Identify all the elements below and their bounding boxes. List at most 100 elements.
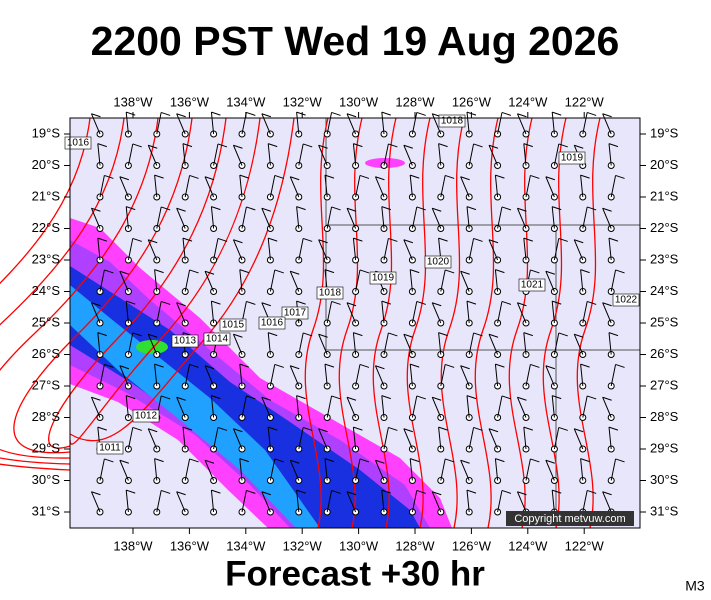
barb-feather: [318, 333, 328, 338]
barb-staff: [184, 175, 191, 198]
barb-staff: [296, 395, 300, 418]
barb-staff: [99, 269, 105, 292]
isobar-label-box: [96, 441, 124, 455]
barb-feather: [615, 363, 625, 368]
barb-staff: [352, 143, 357, 166]
barb-staff: [488, 334, 499, 355]
lat-label-right: 29°S: [650, 440, 679, 455]
barb-staff: [381, 395, 385, 418]
barb-staff: [602, 208, 612, 229]
barb-feather: [602, 113, 612, 118]
barb-staff: [90, 302, 101, 324]
barb-feather: [473, 426, 483, 431]
barb-staff: [466, 301, 470, 324]
axes: 138°W 138°W 136°W 136°W 134°W 134°W 132°W 132°W…: [32, 94, 679, 553]
barb-staff: [204, 365, 215, 387]
barb-staff: [525, 364, 531, 387]
station: [124, 288, 132, 295]
barb-feather: [410, 363, 420, 368]
barb-feather: [466, 300, 477, 305]
barb-feather: [602, 207, 612, 212]
barb-staff: [267, 427, 271, 450]
barb-staff: [355, 269, 361, 292]
barb-staff: [374, 365, 385, 387]
barb-feather: [303, 237, 313, 242]
isobar: [372, 117, 397, 529]
barb-feather: [303, 426, 313, 431]
barb-feather: [375, 176, 385, 181]
isobar: [0, 117, 159, 459]
barb-staff: [551, 301, 555, 324]
lat-label-right: 31°S: [650, 503, 679, 518]
barb-feather: [608, 143, 619, 148]
barb-feather: [552, 489, 562, 494]
barb-feather: [388, 237, 398, 242]
barb-feather: [246, 489, 256, 494]
isobar-labels: 1016101810191020102110221018101910171016…: [64, 114, 640, 455]
barb-feather: [246, 395, 256, 400]
lat-label-left: 30°S: [32, 472, 61, 487]
barb-feather: [331, 395, 341, 400]
barb-feather: [353, 143, 363, 148]
barb-staff: [269, 269, 276, 292]
barb-feather: [602, 491, 612, 496]
lat-label-left: 21°S: [32, 188, 61, 203]
station: [124, 382, 132, 390]
barb-feather: [460, 176, 470, 181]
barb-staff: [582, 206, 588, 229]
barb-staff: [324, 458, 328, 481]
barb-feather: [403, 333, 413, 338]
barb-staff: [381, 490, 385, 513]
barb-feather: [552, 206, 562, 211]
barb-feather: [119, 365, 129, 370]
isobar-label-box: [281, 306, 309, 320]
barb-feather: [517, 113, 527, 118]
barb-feather: [91, 113, 101, 118]
barb-staff: [466, 206, 470, 229]
barb-feather: [574, 333, 584, 338]
barb-staff: [523, 332, 527, 355]
barb-feather: [233, 239, 243, 244]
barb-feather: [119, 176, 129, 181]
barb-feather: [488, 144, 499, 149]
lat-label-right: 30°S: [650, 472, 679, 487]
barb-feather: [495, 174, 505, 179]
barb-staff: [156, 206, 162, 229]
barb-feather: [488, 239, 499, 244]
barb-staff: [523, 143, 527, 166]
barb-feather: [246, 300, 256, 305]
barb-feather: [126, 395, 136, 400]
barb-feather: [303, 332, 313, 337]
barb-staff: [466, 112, 470, 135]
barb-staff: [545, 365, 555, 387]
barb-staff: [99, 458, 105, 481]
barb-staff: [494, 364, 499, 387]
barb-feather: [580, 269, 590, 274]
barb-feather: [233, 333, 243, 338]
barb-staff: [411, 301, 418, 324]
barb-feather: [495, 458, 505, 463]
barb-feather: [346, 207, 357, 212]
barb-staff: [383, 238, 389, 261]
barb-feather: [359, 269, 370, 274]
barb-feather: [375, 459, 385, 464]
barb-staff: [431, 113, 442, 135]
barb-feather: [217, 237, 228, 242]
barb-staff: [176, 302, 186, 324]
barb-staff: [525, 458, 531, 481]
lon-label-bottom: 128°W: [395, 538, 435, 553]
barb-staff: [125, 395, 129, 418]
barb-staff: [210, 490, 215, 513]
barb-feather: [261, 396, 271, 401]
barb-staff: [326, 301, 333, 324]
barb-feather: [239, 269, 249, 274]
lon-label-top: 132°W: [283, 94, 323, 109]
barb-staff: [289, 460, 300, 481]
barb-feather: [182, 143, 193, 148]
isobar-label: 1017: [284, 308, 307, 319]
barb-feather: [132, 143, 142, 148]
barb-staff: [381, 112, 385, 135]
barb-staff: [381, 301, 385, 324]
barb-staff: [460, 271, 470, 292]
barb-feather: [161, 489, 171, 494]
